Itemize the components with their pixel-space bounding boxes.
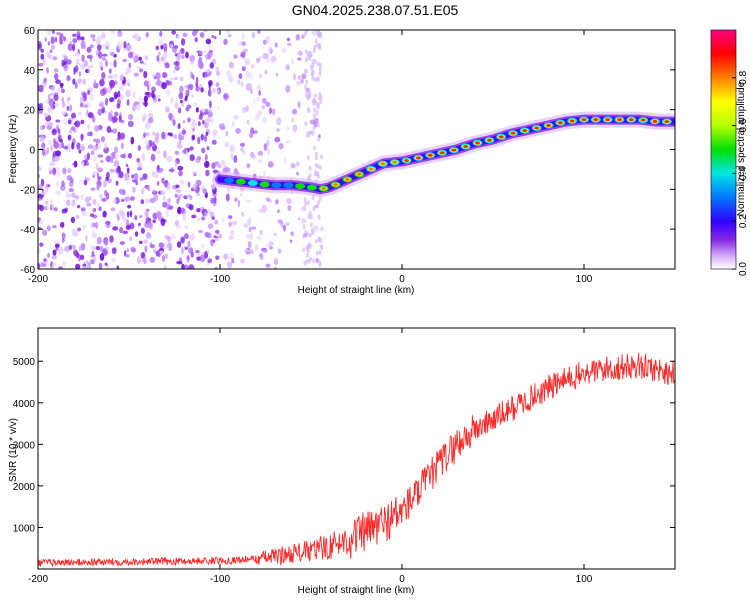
top-x-axis-label: Height of straight line (km) bbox=[298, 285, 415, 296]
top-y-tick-label: -40 bbox=[21, 225, 36, 236]
top-y-axis-label: Frequency (Hz) bbox=[8, 115, 19, 184]
top-y-tick-label: -60 bbox=[21, 265, 36, 276]
top-y-tick-label: -20 bbox=[21, 185, 36, 196]
top-y-axis: -60 -40 -20 0 20 40 60 bbox=[21, 26, 675, 276]
figure-title: GN04.2025.238.07.51.E05 bbox=[292, 2, 459, 18]
ridge-blob-peak bbox=[486, 138, 492, 142]
ridge-blob-peak bbox=[546, 123, 551, 127]
top-y-tick-label: 20 bbox=[24, 106, 36, 117]
ridge-blob-peak bbox=[557, 121, 563, 125]
ridge-blob-peak bbox=[333, 183, 339, 187]
ridge-blob-peak bbox=[581, 118, 587, 122]
ridge-blob-peak bbox=[439, 151, 445, 155]
bottom-y-axis-label: SNR (10 * v/v) bbox=[8, 418, 19, 482]
ridge-blob-peak bbox=[617, 118, 622, 122]
top-x-tick-label: 100 bbox=[576, 274, 593, 285]
ridge-blob-peak bbox=[451, 148, 457, 152]
bottom-x-tick-label: 0 bbox=[399, 574, 405, 585]
bottom-x-axis: -200 -100 0 100 bbox=[28, 328, 593, 585]
ridge-blob-peak bbox=[652, 119, 658, 123]
colorbar-ticks: 0.0 0.2 0.4 0.6 0.8 bbox=[732, 70, 749, 276]
snr-plot-area bbox=[38, 352, 675, 568]
ridge-blobs bbox=[224, 116, 672, 192]
ridge-blob-peak bbox=[664, 120, 670, 124]
ridge-blob-peak bbox=[380, 162, 386, 166]
ridge-blob bbox=[235, 178, 246, 185]
top-y-tick-label: 0 bbox=[29, 146, 35, 157]
spectrogram-frame bbox=[37, 29, 676, 270]
ridge-blob bbox=[295, 183, 306, 190]
ridge-blob-peak bbox=[463, 145, 469, 148]
top-x-tick-label: -100 bbox=[210, 274, 230, 285]
ridge-blob bbox=[306, 184, 317, 191]
bottom-y-tick-label: 5000 bbox=[13, 357, 36, 368]
ridge-blob bbox=[224, 177, 235, 184]
snr-line bbox=[38, 352, 675, 568]
ridge-blob-peak bbox=[510, 131, 516, 135]
snr-panel: -200 -100 0 100 1000 2000 3000 4000 5000 Height… bbox=[8, 327, 676, 596]
ridge-blob-peak bbox=[522, 129, 528, 133]
bottom-x-tick-label: 100 bbox=[576, 574, 593, 585]
top-y-tick-label: 60 bbox=[24, 26, 36, 37]
bottom-y-axis: 1000 2000 3000 4000 5000 bbox=[13, 357, 675, 534]
ridge-blob-peak bbox=[593, 118, 599, 122]
ridge-blob-peak bbox=[534, 126, 540, 130]
ridge-blob-peak bbox=[640, 118, 646, 122]
bottom-y-tick-label: 1000 bbox=[13, 523, 36, 534]
bottom-x-axis-label: Height of straight line (km) bbox=[298, 585, 415, 596]
ridge-blob-peak bbox=[605, 118, 611, 122]
bottom-y-tick-label: 3000 bbox=[13, 440, 36, 451]
colorbar: 0.0 0.2 0.4 0.6 0.8 Normalized spectral ampl… bbox=[710, 29, 749, 276]
ridge-blob-peak bbox=[475, 141, 480, 145]
noise-speckle bbox=[38, 30, 324, 269]
ridge-blob bbox=[271, 182, 282, 189]
ridge-blob-peak bbox=[498, 135, 504, 139]
colorbar-tick-label: 0.4 bbox=[738, 166, 749, 180]
ridge-blob-peak bbox=[392, 160, 398, 164]
ridge-blob-peak bbox=[321, 187, 327, 190]
ridge-blob bbox=[259, 181, 270, 188]
bottom-x-tick-label: -100 bbox=[210, 574, 230, 585]
colorbar-label: Normalized spectral amplitude bbox=[736, 81, 747, 216]
ridge-blob bbox=[283, 182, 294, 189]
bottom-x-tick-label: -200 bbox=[28, 574, 48, 585]
ridge-blob bbox=[247, 180, 258, 186]
colorbar-tick-label: 0.8 bbox=[738, 70, 749, 84]
ridge-blob-peak bbox=[415, 156, 421, 160]
colorbar-tick-label: 0.2 bbox=[738, 214, 749, 228]
ridge-blob-peak bbox=[368, 167, 374, 171]
top-x-tick-label: -200 bbox=[28, 274, 48, 285]
ridge-blob-peak bbox=[356, 172, 362, 176]
signal-ridge bbox=[212, 111, 675, 198]
top-x-axis: -200 -100 0 100 bbox=[28, 30, 593, 285]
spectrogram-image bbox=[38, 30, 675, 269]
colorbar-tick-label: 0.0 bbox=[738, 262, 749, 276]
ridge-blob-peak bbox=[569, 119, 575, 123]
ridge-blob-peak bbox=[404, 159, 410, 162]
bottom-y-tick-label: 2000 bbox=[13, 482, 36, 493]
snr-frame bbox=[37, 327, 676, 570]
ridge-blob-peak bbox=[427, 153, 433, 157]
ridge-blob-peak bbox=[628, 118, 634, 122]
top-x-tick-label: 0 bbox=[399, 274, 405, 285]
ridge-blob-peak bbox=[344, 177, 350, 181]
top-y-tick-label: 40 bbox=[24, 66, 36, 77]
bottom-y-tick-label: 4000 bbox=[13, 399, 36, 410]
colorbar-tick-label: 0.6 bbox=[738, 118, 749, 132]
colorbar-gradient bbox=[710, 29, 737, 270]
